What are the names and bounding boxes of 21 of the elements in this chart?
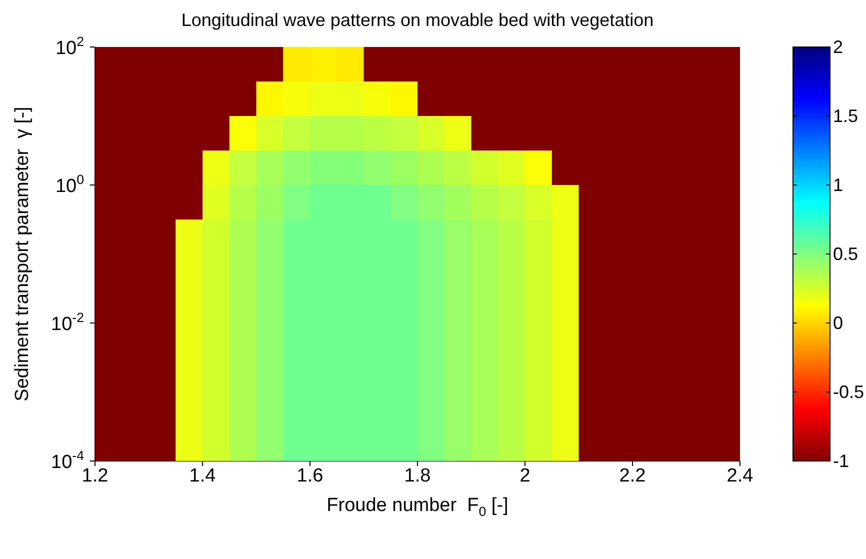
color-bar-label: 2 xyxy=(833,37,844,57)
x-axis-title: Froude number F$_{0}$ [-] xyxy=(326,495,508,519)
y-tick-label: 10$^{2}$ xyxy=(55,34,84,59)
y-axis-title: Sediment transport parameter γ [-] xyxy=(12,106,33,402)
chart-title: Longitudinal wave patterns on movable bed with vegetation xyxy=(180,10,655,31)
color-bar-label: 0 xyxy=(833,313,844,333)
y-tick-label: 10$^{-4}$ xyxy=(51,448,84,473)
x-tick-label: 2.4 xyxy=(726,465,754,486)
x-tick-label: 1.6 xyxy=(296,465,324,486)
color-bar-label: 0.5 xyxy=(833,244,858,264)
color-bar-label: -1 xyxy=(833,451,850,471)
x-tick-label: 2 xyxy=(520,465,530,486)
x-tick-label: 1.8 xyxy=(404,465,431,486)
color-bar-label: 1 xyxy=(833,175,844,195)
color-bar-label: -0.5 xyxy=(833,382,864,402)
y-tick-label: 10$^{-2}$ xyxy=(51,310,84,335)
color-bar-label: 1.5 xyxy=(833,106,858,126)
x-tick-label: 2.2 xyxy=(619,465,646,486)
x-tick-label: 1.4 xyxy=(189,465,216,486)
y-tick-label: 10$^{0}$ xyxy=(55,172,84,197)
x-tick-label: 1.2 xyxy=(82,465,108,486)
